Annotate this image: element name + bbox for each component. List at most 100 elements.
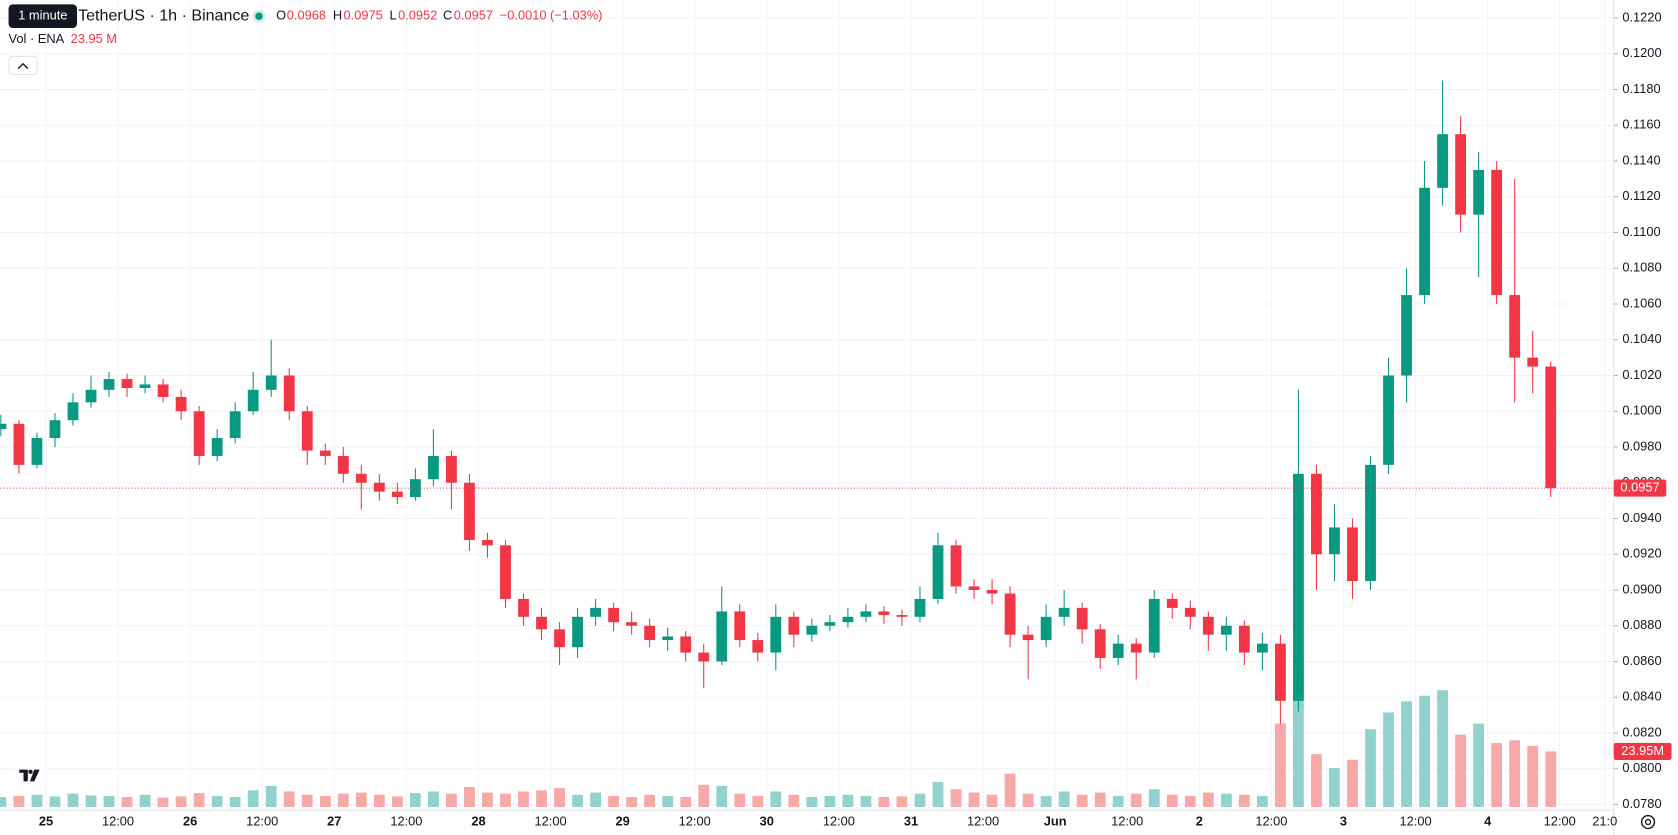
volume-bar [1491, 743, 1503, 808]
volume-bar [247, 790, 259, 808]
candle-body [85, 389, 97, 403]
candle-body [536, 616, 547, 630]
candle-body [698, 652, 710, 662]
candle-body [247, 389, 259, 412]
volume-bar [824, 795, 836, 808]
candle-body [283, 375, 295, 412]
candle-body [968, 586, 980, 591]
volume-bar [1202, 792, 1214, 808]
volume-bar [482, 792, 493, 808]
candle-body [428, 455, 439, 480]
candle-body [31, 438, 43, 465]
candle-body [644, 625, 656, 641]
volume-bar [716, 785, 728, 808]
candle-body [1311, 473, 1322, 555]
x-tick-label: 2 [1196, 813, 1203, 828]
candle-body [229, 411, 241, 439]
volume-bar [121, 797, 133, 808]
volume-bar [391, 796, 403, 808]
volume-bar [662, 795, 674, 808]
volume-bar [590, 792, 602, 808]
candle-body [1058, 607, 1070, 617]
volume-bar [734, 793, 746, 808]
marks [0, 80, 1557, 808]
candle-body [1383, 375, 1394, 465]
candle-body [1527, 357, 1539, 367]
candle-body [752, 640, 764, 653]
candle-body [734, 611, 746, 641]
volume-bar [1022, 793, 1034, 808]
volume-bar [860, 795, 872, 808]
y-tick-label: 0.1140 [1622, 152, 1660, 167]
settings-icon[interactable] [1640, 814, 1656, 830]
volume-bar [536, 790, 547, 808]
volume-bar [355, 792, 367, 808]
volume-bar [428, 791, 439, 808]
candle-body [1148, 598, 1160, 653]
candle-body [554, 629, 565, 648]
y-tick-label: 0.1200 [1622, 45, 1661, 60]
y-tick-label: 0.0800 [1622, 760, 1661, 775]
collapse-icon [17, 62, 29, 70]
candle-body [13, 423, 25, 465]
volume-bar [518, 791, 529, 808]
candle-body [409, 479, 421, 498]
y-tick-label: 0.0860 [1622, 653, 1661, 668]
candle-body [337, 455, 349, 474]
volume-bar [1040, 795, 1052, 808]
candle-body [896, 615, 908, 617]
symbol[interactable]: TetherUS · 1h · Binance [78, 6, 249, 24]
volume-bar [49, 796, 61, 808]
status-dot [255, 12, 263, 20]
x-tick-label: 12:00 [679, 813, 711, 828]
candle-body [157, 384, 169, 397]
candle-body [355, 473, 367, 483]
volume-bar [626, 797, 638, 808]
o-label: O [276, 8, 286, 23]
last-price-box [1613, 479, 1667, 497]
candle-body [1130, 643, 1142, 653]
candle-body [806, 625, 818, 635]
volume-bar [986, 794, 998, 808]
candle-body [175, 396, 187, 412]
y-tick-label: 0.1180 [1622, 81, 1660, 96]
y-tick-label: 0.1100 [1622, 224, 1660, 239]
y-tick-label: 0.1120 [1622, 188, 1660, 203]
volume-bar [319, 795, 331, 808]
candle-body [446, 455, 457, 483]
volume-bar [572, 794, 583, 808]
o-value: 0.0968 [287, 8, 326, 23]
candle-body [824, 622, 836, 626]
volume-label-box [1613, 742, 1672, 760]
candle-body [193, 411, 205, 456]
volume-bar [1274, 723, 1286, 808]
candle-body [211, 438, 223, 456]
x-tick-label: 30 [760, 813, 774, 828]
volume-bar [1004, 773, 1016, 808]
collapse-button[interactable] [8, 55, 38, 76]
candle-body [1004, 593, 1016, 635]
logo [13, 758, 47, 791]
volume-bar [265, 785, 277, 808]
grid [0, 0, 1614, 811]
candle-body [716, 611, 728, 662]
candle-body [391, 491, 403, 498]
candle-body [1166, 598, 1178, 608]
x-tick-label: 12:00 [534, 813, 566, 828]
candle-body [1220, 625, 1232, 635]
candle-body [878, 611, 890, 616]
candle-body [301, 411, 313, 451]
candle-body [1076, 607, 1088, 630]
volume-bar [698, 784, 710, 808]
candle-body [121, 379, 133, 389]
x-tick-label: 3 [1340, 813, 1347, 828]
volume-bar [0, 797, 7, 808]
volume-bar [211, 795, 223, 808]
candle-body [1347, 527, 1358, 582]
volume-bar [229, 797, 241, 808]
x-tick-label: Jun [1044, 813, 1067, 828]
x-tick-label: 12:00 [390, 813, 422, 828]
volume-bar [1473, 723, 1485, 808]
x-tick-label: 12:00 [1544, 813, 1576, 828]
candle-body [319, 450, 331, 456]
